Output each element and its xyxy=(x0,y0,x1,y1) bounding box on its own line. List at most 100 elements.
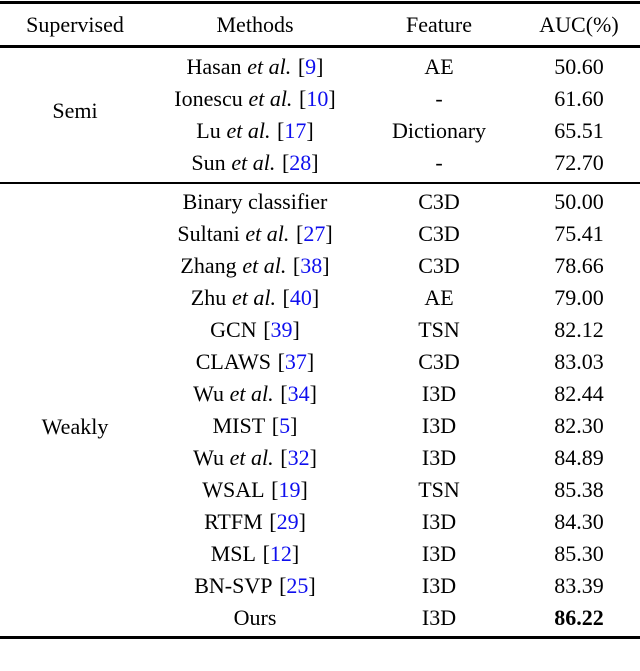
auc-cell: 86.22 xyxy=(554,605,604,630)
method-name: Lu xyxy=(196,118,221,143)
table-row: Ours I3D 86.22 xyxy=(150,602,640,634)
citation: [32] xyxy=(280,445,317,470)
citation-link[interactable]: 17 xyxy=(284,118,307,143)
citation-bracket-open: [ xyxy=(279,573,287,598)
feature-cell: C3D xyxy=(418,253,460,278)
citation-link[interactable]: 9 xyxy=(305,54,317,79)
citation-bracket-open: [ xyxy=(271,413,280,438)
feature-cell: C3D xyxy=(418,349,460,374)
citation-link[interactable]: 25 xyxy=(286,573,309,598)
feature-cell: - xyxy=(435,150,443,175)
column-header-supervised: Supervised xyxy=(26,11,124,37)
auc-cell: 82.12 xyxy=(554,317,604,342)
citation-link[interactable]: 40 xyxy=(289,285,312,310)
citation-link[interactable]: 19 xyxy=(278,477,301,502)
citation: [40] xyxy=(283,285,320,310)
citation-link[interactable]: 32 xyxy=(287,445,310,470)
feature-cell: I3D xyxy=(421,573,457,598)
feature-cell: Dictionary xyxy=(391,118,487,143)
citation: [27] xyxy=(296,221,333,246)
citation: [5] xyxy=(272,413,298,438)
citation-bracket-close: ] xyxy=(290,413,298,438)
auc-cell: 50.00 xyxy=(554,189,604,214)
method-etal: et al. xyxy=(245,221,290,246)
citation-link[interactable]: 10 xyxy=(306,86,329,111)
citation: [34] xyxy=(280,381,317,406)
auc-cell: 61.60 xyxy=(554,86,604,111)
table-row: Ionescu et al. [10] - 61.60 xyxy=(150,83,640,115)
citation-bracket-close: ] xyxy=(316,54,324,79)
method-etal: et al. xyxy=(226,118,271,143)
feature-cell: I3D xyxy=(421,509,457,534)
method-cell: Binary classifier xyxy=(150,189,360,215)
citation-bracket-close: ] xyxy=(309,381,317,406)
method-name: Ionescu xyxy=(174,86,243,111)
citation-bracket-close: ] xyxy=(328,86,336,111)
citation-bracket-open: [ xyxy=(299,86,307,111)
citation: [25] xyxy=(279,573,316,598)
citation-bracket-close: ] xyxy=(306,118,314,143)
feature-cell: I3D xyxy=(421,381,457,406)
citation-bracket-close: ] xyxy=(325,221,333,246)
method-name: Hasan xyxy=(186,54,242,79)
method-cell: RTFM [29] xyxy=(150,509,360,535)
citation-bracket-close: ] xyxy=(300,477,308,502)
citation: [39] xyxy=(263,317,300,342)
group-rows: Hasan et al. [9] AE 50.60 Ionescu et al. [10] -6… xyxy=(150,51,640,179)
group-label: Semi xyxy=(52,98,98,123)
citation: [12] xyxy=(263,541,300,566)
citation-bracket-open: [ xyxy=(263,317,271,342)
method-cell: Lu et al. [17] xyxy=(150,118,360,144)
results-table: Supervised Methods Feature AUC(%) Semi Ha… xyxy=(0,1,640,639)
group-rows: Binary classifier C3D 50.00 Sultani et al. [2… xyxy=(150,186,640,634)
citation-bracket-close: ] xyxy=(309,445,317,470)
citation: [9] xyxy=(298,54,324,79)
method-etal: et al. xyxy=(231,285,276,310)
method-cell: Hasan et al. [9] xyxy=(150,54,360,80)
method-name: GCN xyxy=(210,317,257,342)
header-rule xyxy=(0,45,640,48)
citation-bracket-close: ] xyxy=(311,150,319,175)
citation-link[interactable]: 38 xyxy=(300,253,323,278)
citation: [10] xyxy=(299,86,336,111)
auc-cell: 75.41 xyxy=(554,221,604,246)
table-row: MIST [5] I3D 82.30 xyxy=(150,410,640,442)
citation-bracket-open: [ xyxy=(262,541,270,566)
auc-cell: 82.44 xyxy=(554,381,604,406)
citation: [28] xyxy=(282,150,319,175)
group-label: Weakly xyxy=(41,414,109,439)
citation-bracket-open: [ xyxy=(296,221,304,246)
citation-link[interactable]: 27 xyxy=(303,221,326,246)
column-header-feature: Feature xyxy=(406,11,472,37)
citation-link[interactable]: 34 xyxy=(287,381,310,406)
method-name: MIST xyxy=(212,413,266,438)
citation: [17] xyxy=(277,118,314,143)
feature-cell: C3D xyxy=(418,189,460,214)
citation-bracket-close: ] xyxy=(306,349,315,374)
auc-cell: 79.00 xyxy=(554,285,604,310)
citation-link[interactable]: 5 xyxy=(279,413,291,438)
feature-cell: I3D xyxy=(421,541,457,566)
auc-cell: 85.30 xyxy=(554,541,604,566)
auc-cell: 83.03 xyxy=(554,349,604,374)
citation-bracket-open: [ xyxy=(277,349,285,374)
table-row: WSAL [19] TSN 85.38 xyxy=(150,474,640,506)
citation-link[interactable]: 12 xyxy=(269,541,292,566)
citation-bracket-close: ] xyxy=(311,285,320,310)
citation-bracket-close: ] xyxy=(322,253,330,278)
citation: [19] xyxy=(271,477,308,502)
table-row: Sultani et al. [27] C3D 75.41 xyxy=(150,218,640,250)
citation-bracket-open: [ xyxy=(277,118,285,143)
feature-cell: I3D xyxy=(421,605,457,630)
citation-link[interactable]: 39 xyxy=(270,317,293,342)
citation-bracket-open: [ xyxy=(269,509,277,534)
method-cell: MSL [12] xyxy=(150,541,360,567)
citation-bracket-open: [ xyxy=(292,253,301,278)
auc-cell: 65.51 xyxy=(554,118,604,143)
table-row: Zhang et al. [38] C3D 78.66 xyxy=(150,250,640,282)
citation-link[interactable]: 29 xyxy=(276,509,299,534)
citation-link[interactable]: 37 xyxy=(284,349,307,374)
column-header-methods: Methods xyxy=(216,11,294,37)
citation-bracket-close: ] xyxy=(298,509,306,534)
citation-link[interactable]: 28 xyxy=(289,150,312,175)
